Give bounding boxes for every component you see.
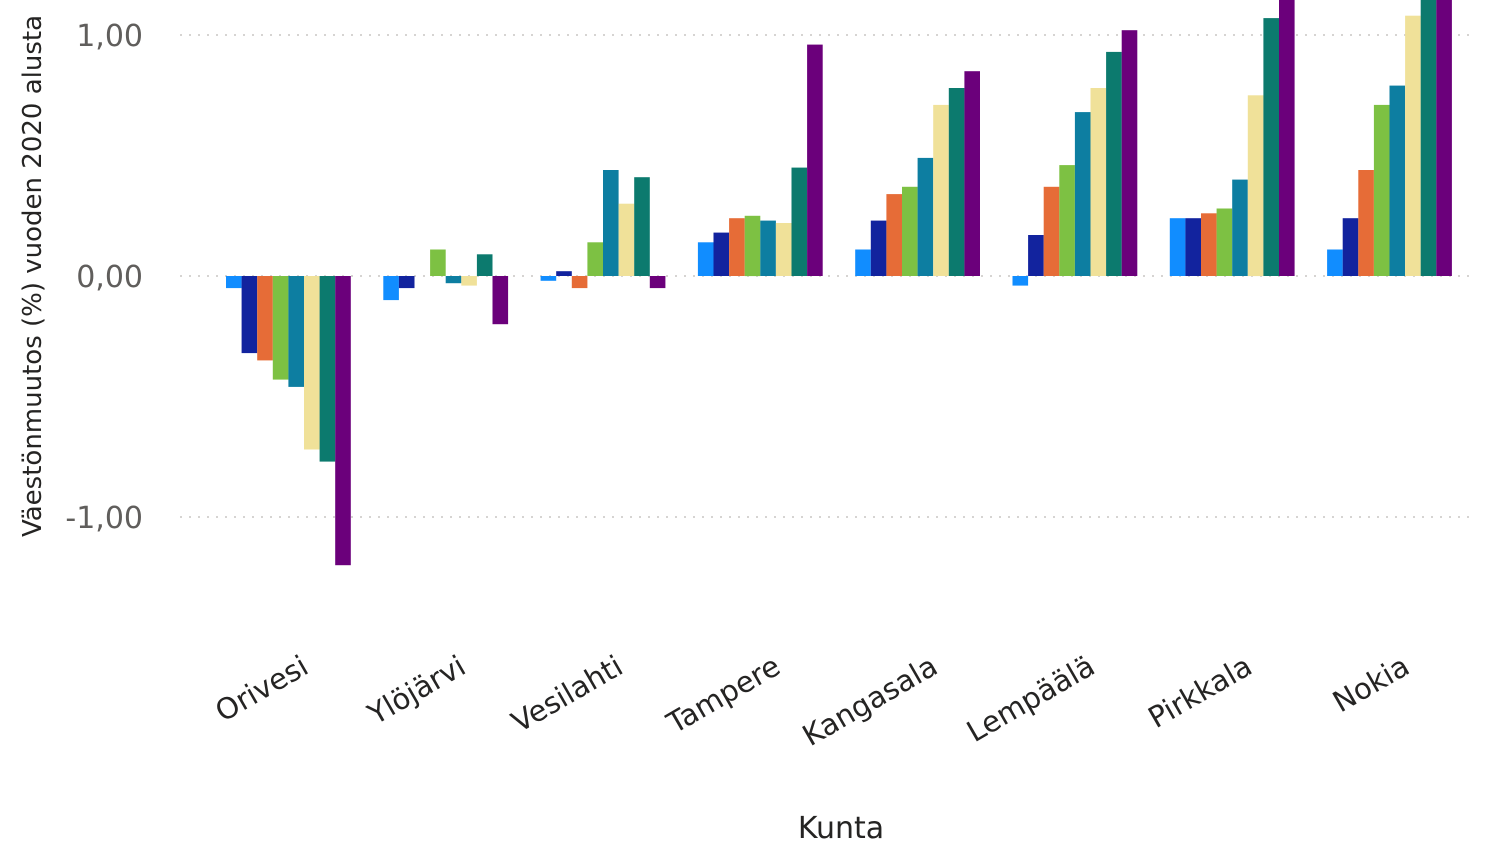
- bar-tampere-1[interactable]: [697, 242, 714, 276]
- bar-vesilahti-5[interactable]: [603, 170, 619, 276]
- bar-lempäälä-3[interactable]: [1043, 186, 1060, 276]
- y-axis-title: Väestönmuutos (%) vuoden 2020 alusta: [18, 15, 48, 537]
- bar-tampere-5[interactable]: [760, 220, 776, 276]
- bar-orivesi-6[interactable]: [304, 276, 320, 450]
- bar-kangasala-2[interactable]: [870, 220, 887, 276]
- bar-nokia-8[interactable]: [1436, 0, 1452, 277]
- x-tick-label: Kangasala: [797, 649, 944, 753]
- x-tick-label: Vesilahti: [506, 649, 629, 740]
- bar-lempäälä-5[interactable]: [1074, 112, 1091, 276]
- bar-vesilahti-2[interactable]: [556, 271, 572, 276]
- bar-orivesi-5[interactable]: [288, 276, 304, 387]
- bar-nokia-5[interactable]: [1389, 85, 1406, 276]
- bar-nokia-3[interactable]: [1358, 170, 1374, 276]
- bar-kangasala-1[interactable]: [855, 249, 871, 277]
- bar-pirkkala-1[interactable]: [1169, 218, 1186, 276]
- bar-pirkkala-2[interactable]: [1185, 218, 1201, 276]
- bar-ylöjärvi-8[interactable]: [492, 276, 509, 325]
- bar-nokia-2[interactable]: [1342, 218, 1359, 276]
- x-tick-label: Ylöjärvi: [361, 649, 471, 732]
- y-tick-label: -1,00: [65, 501, 143, 536]
- bar-pirkkala-3[interactable]: [1201, 213, 1217, 276]
- bars: [226, 0, 1452, 566]
- bar-tampere-2[interactable]: [713, 232, 730, 276]
- bar-lempäälä-2[interactable]: [1028, 235, 1044, 276]
- x-axis-ticks: Orivesi Ylöjärvi Vesilahti Tampere Kangasala…: [209, 649, 1415, 753]
- bar-vesilahti-7[interactable]: [634, 177, 650, 276]
- bar-vesilahti-6[interactable]: [618, 203, 635, 276]
- bar-ylöjärvi-2[interactable]: [398, 276, 415, 289]
- bar-orivesi-3[interactable]: [257, 276, 273, 361]
- bar-orivesi-4[interactable]: [272, 276, 289, 380]
- bar-nokia-1[interactable]: [1327, 249, 1343, 277]
- bar-vesilahti-3[interactable]: [571, 276, 588, 289]
- bar-kangasala-4[interactable]: [902, 186, 918, 276]
- bar-orivesi-7[interactable]: [319, 276, 336, 462]
- bar-kangasala-8[interactable]: [964, 71, 980, 276]
- bar-tampere-7[interactable]: [791, 167, 808, 276]
- bar-tampere-3[interactable]: [729, 218, 745, 276]
- bar-pirkkala-7[interactable]: [1263, 18, 1279, 276]
- bar-lempäälä-6[interactable]: [1090, 88, 1107, 276]
- bar-orivesi-2[interactable]: [241, 276, 258, 354]
- bar-tampere-4[interactable]: [744, 215, 761, 277]
- bar-ylöjärvi-6[interactable]: [461, 276, 477, 286]
- bar-kangasala-7[interactable]: [948, 88, 965, 276]
- bar-ylöjärvi-4[interactable]: [430, 249, 446, 277]
- bar-pirkkala-4[interactable]: [1216, 208, 1233, 277]
- bar-orivesi-1[interactable]: [226, 276, 242, 289]
- bar-kangasala-3[interactable]: [886, 194, 902, 276]
- bar-vesilahti-1[interactable]: [540, 276, 557, 281]
- bar-ylöjärvi-1[interactable]: [383, 276, 399, 301]
- bar-lempäälä-1[interactable]: [1012, 276, 1029, 286]
- y-tick-label: 1,00: [76, 19, 143, 54]
- x-tick-label: Tampere: [660, 649, 786, 741]
- y-axis-ticks: -1,00 0,00 1,00: [65, 19, 143, 536]
- x-tick-label: Orivesi: [209, 649, 313, 729]
- bar-nokia-7[interactable]: [1420, 0, 1437, 277]
- bar-tampere-8[interactable]: [807, 44, 823, 276]
- bar-tampere-6[interactable]: [775, 223, 792, 276]
- bar-lempäälä-4[interactable]: [1059, 165, 1075, 276]
- x-tick-label: Pirkkala: [1142, 649, 1257, 735]
- bar-nokia-6[interactable]: [1405, 15, 1421, 276]
- bar-vesilahti-4[interactable]: [587, 242, 603, 276]
- bar-lempäälä-7[interactable]: [1106, 51, 1122, 277]
- bar-kangasala-6[interactable]: [933, 104, 949, 277]
- x-tick-label: Lempäälä: [961, 649, 1101, 749]
- bar-pirkkala-6[interactable]: [1247, 95, 1264, 277]
- x-axis-title: Kunta: [798, 811, 884, 842]
- bar-nokia-4[interactable]: [1373, 104, 1390, 277]
- bar-ylöjärvi-7[interactable]: [476, 254, 493, 276]
- bar-vesilahti-8[interactable]: [649, 276, 666, 289]
- bar-pirkkala-5[interactable]: [1232, 179, 1248, 276]
- bar-ylöjärvi-5[interactable]: [445, 276, 462, 284]
- y-tick-label: 0,00: [76, 260, 143, 295]
- x-tick-label: Nokia: [1327, 649, 1415, 719]
- bar-kangasala-5[interactable]: [917, 157, 934, 276]
- bar-lempäälä-8[interactable]: [1121, 30, 1138, 277]
- bar-orivesi-8[interactable]: [335, 276, 351, 566]
- bar-pirkkala-8[interactable]: [1279, 0, 1295, 277]
